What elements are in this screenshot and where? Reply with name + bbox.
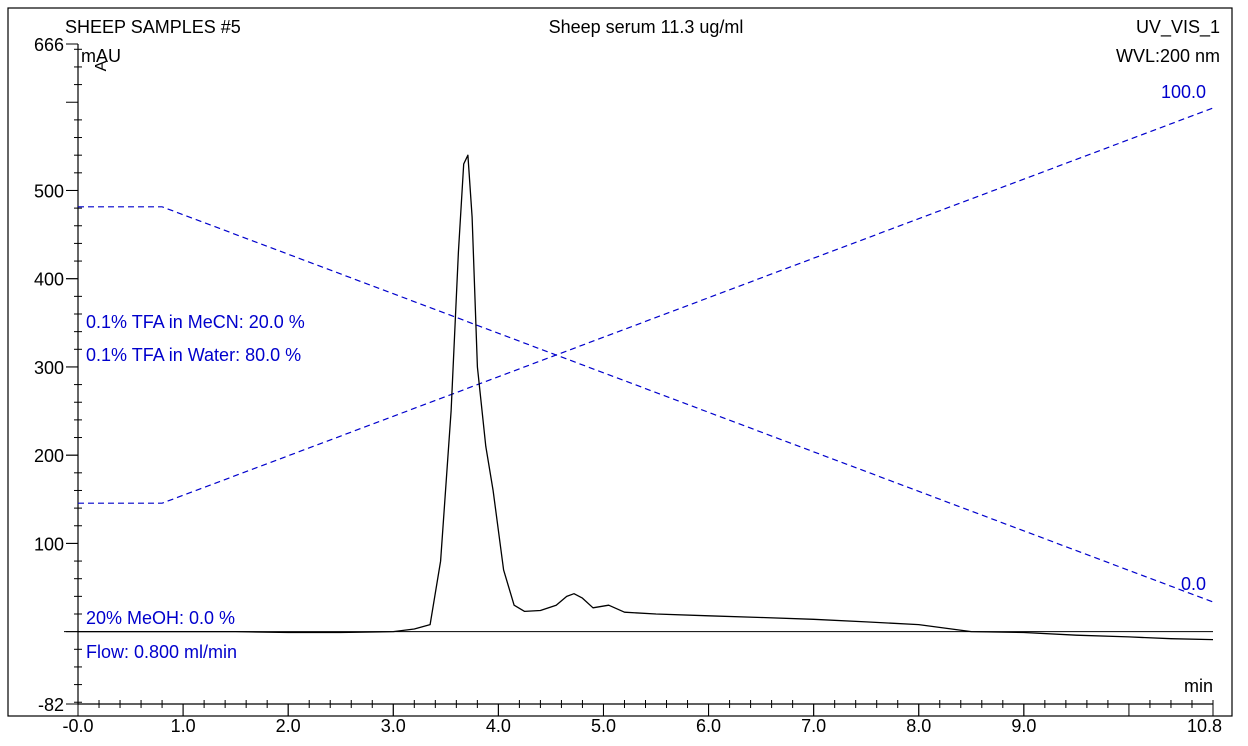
y-tick-label: 666 <box>34 35 64 55</box>
x-tick-label: 5.0 <box>591 716 616 736</box>
meoh-label: 20% MeOH: 0.0 % <box>86 608 235 628</box>
x-tick-label: 10.8 <box>1187 716 1222 736</box>
x-tick-label: 9.0 <box>1011 716 1036 736</box>
uv-trace <box>78 154 1214 641</box>
gradient-labels: 100.0 0.0 0.1% TFA in MeCN: 20.0 % 0.1% … <box>86 82 1206 662</box>
mecn-gradient-line <box>78 107 1214 504</box>
series-line-0 <box>78 154 1214 641</box>
channel-name: UV_VIS_1 <box>1136 17 1220 38</box>
gradient-lines <box>78 107 1214 603</box>
x-tick-label: 6.0 <box>696 716 721 736</box>
water-gradient-line <box>78 206 1214 603</box>
x-tick-label: 3.0 <box>381 716 406 736</box>
y-axis-unit: mAU <box>81 46 121 66</box>
axes: 666 500 400 300 200 100 -82-0.0 1.0 2.0 3.0 4.0 5.0… <box>34 35 1222 736</box>
y-tick-label: 200 <box>34 446 64 466</box>
y-tick-label: 500 <box>34 181 64 201</box>
y-tick-label: 400 <box>34 270 64 290</box>
wavelength-label: WVL:200 nm <box>1116 46 1220 66</box>
x-tick-label: 1.0 <box>171 716 196 736</box>
x-tick-label: 8.0 <box>906 716 931 736</box>
gradient-min-label: 0.0 <box>1181 574 1206 594</box>
x-tick-label: 7.0 <box>801 716 826 736</box>
x-tick-label: 4.0 <box>486 716 511 736</box>
y-axis-arrow-glyph: A <box>93 60 110 71</box>
y-tick-label: 100 <box>34 534 64 554</box>
x-axis-unit: min <box>1184 676 1213 696</box>
flow-label: Flow: 0.800 ml/min <box>86 642 237 662</box>
chart-frame <box>7 7 1233 717</box>
y-tick-label: -82 <box>38 695 64 715</box>
x-tick-label: 2.0 <box>276 716 301 736</box>
gradient-max-label: 100.0 <box>1161 82 1206 102</box>
sample-title: Sheep serum 11.3 ug/ml <box>549 17 744 37</box>
mecn-gradient-label: 0.1% TFA in MeCN: 20.0 % <box>86 312 305 332</box>
y-tick-label: 300 <box>34 358 64 378</box>
water-gradient-label: 0.1% TFA in Water: 80.0 % <box>86 345 301 365</box>
x-tick-label: -0.0 <box>62 716 93 736</box>
sample-name: SHEEP SAMPLES #5 <box>65 17 241 37</box>
